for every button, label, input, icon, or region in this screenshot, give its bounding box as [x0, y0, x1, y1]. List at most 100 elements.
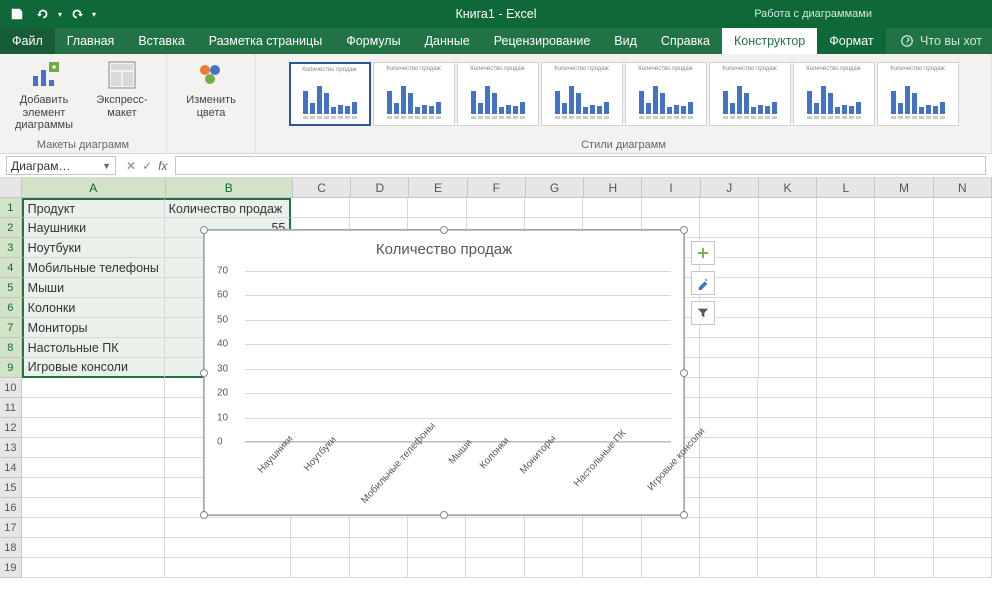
name-box-dropdown-icon[interactable]: ▼	[102, 161, 111, 171]
column-header-K[interactable]: K	[759, 178, 817, 197]
cell-J1[interactable]	[700, 198, 758, 218]
cell-N2[interactable]	[934, 218, 992, 238]
cell-E19[interactable]	[408, 558, 466, 578]
cell-K7[interactable]	[759, 318, 817, 338]
cell-N1[interactable]	[934, 198, 992, 218]
undo-dropdown-icon[interactable]: ▾	[58, 10, 62, 19]
row-header-12[interactable]: 12	[0, 418, 22, 438]
cell-N8[interactable]	[934, 338, 992, 358]
cell-M3[interactable]	[875, 238, 933, 258]
row-header-10[interactable]: 10	[0, 378, 22, 398]
cell-C1[interactable]	[291, 198, 349, 218]
cell-C17[interactable]	[291, 518, 349, 538]
formula-accept-button[interactable]: ✓	[142, 159, 152, 173]
chart-style-thumb-6[interactable]: Количество продаж	[709, 62, 791, 126]
cell-L8[interactable]	[817, 338, 875, 358]
cell-M5[interactable]	[875, 278, 933, 298]
cell-L1[interactable]	[817, 198, 875, 218]
chart-style-thumb-2[interactable]: Количество продаж	[373, 62, 455, 126]
cell-M4[interactable]	[875, 258, 933, 278]
cell-M8[interactable]	[875, 338, 933, 358]
embedded-chart[interactable]: Количество продаж 010203040506070 Наушни…	[204, 230, 684, 515]
cell-A16[interactable]	[22, 498, 165, 518]
cell-M7[interactable]	[875, 318, 933, 338]
cell-A6[interactable]: Колонки	[22, 298, 165, 318]
cell-K11[interactable]	[758, 398, 816, 418]
chart-elements-button[interactable]	[691, 241, 715, 265]
menu-tab-конструктор[interactable]: Конструктор	[722, 28, 817, 54]
cell-L4[interactable]	[817, 258, 875, 278]
cell-M12[interactable]	[875, 418, 933, 438]
cell-B1[interactable]: Количество продаж	[165, 198, 292, 218]
cell-A8[interactable]: Настольные ПК	[22, 338, 165, 358]
cell-L13[interactable]	[817, 438, 875, 458]
row-header-11[interactable]: 11	[0, 398, 22, 418]
cell-J10[interactable]	[700, 378, 758, 398]
cell-N7[interactable]	[934, 318, 992, 338]
cell-K5[interactable]	[759, 278, 817, 298]
menu-tab-формулы[interactable]: Формулы	[334, 28, 412, 54]
row-header-15[interactable]: 15	[0, 478, 22, 498]
menu-tab-вставка[interactable]: Вставка	[126, 28, 196, 54]
column-header-J[interactable]: J	[701, 178, 759, 197]
row-header-5[interactable]: 5	[0, 278, 22, 298]
column-header-N[interactable]: N	[934, 178, 992, 197]
cell-K8[interactable]	[759, 338, 817, 358]
cell-N15[interactable]	[934, 478, 992, 498]
cell-M10[interactable]	[875, 378, 933, 398]
cell-K6[interactable]	[759, 298, 817, 318]
cell-N6[interactable]	[934, 298, 992, 318]
chart-style-thumb-3[interactable]: Количество продаж	[457, 62, 539, 126]
save-button[interactable]	[6, 3, 28, 25]
menu-tab-файл[interactable]: Файл	[0, 28, 55, 54]
chart-style-thumb-7[interactable]: Количество продаж	[793, 62, 875, 126]
cell-N19[interactable]	[934, 558, 992, 578]
cell-L3[interactable]	[817, 238, 875, 258]
cell-F17[interactable]	[466, 518, 524, 538]
cell-L7[interactable]	[817, 318, 875, 338]
chart-title[interactable]: Количество продаж	[205, 231, 683, 262]
cell-L16[interactable]	[817, 498, 875, 518]
row-header-3[interactable]: 3	[0, 238, 22, 258]
cell-L11[interactable]	[817, 398, 875, 418]
cell-F1[interactable]	[467, 198, 525, 218]
column-header-D[interactable]: D	[351, 178, 409, 197]
cell-J18[interactable]	[700, 538, 758, 558]
cell-E1[interactable]	[408, 198, 466, 218]
menu-tab-рецензирование[interactable]: Рецензирование	[482, 28, 603, 54]
cell-N13[interactable]	[934, 438, 992, 458]
redo-button[interactable]	[66, 3, 88, 25]
cell-N5[interactable]	[934, 278, 992, 298]
name-box[interactable]: Диаграм… ▼	[6, 156, 116, 175]
cell-A9[interactable]: Игровые консоли	[22, 358, 165, 378]
column-header-F[interactable]: F	[468, 178, 526, 197]
cell-F18[interactable]	[466, 538, 524, 558]
cell-D1[interactable]	[350, 198, 408, 218]
cell-L15[interactable]	[817, 478, 875, 498]
column-header-I[interactable]: I	[642, 178, 700, 197]
cell-N14[interactable]	[934, 458, 992, 478]
row-header-2[interactable]: 2	[0, 218, 22, 238]
cell-N4[interactable]	[934, 258, 992, 278]
cell-K1[interactable]	[759, 198, 817, 218]
row-header-13[interactable]: 13	[0, 438, 22, 458]
cell-N12[interactable]	[934, 418, 992, 438]
cell-J2[interactable]	[700, 218, 758, 238]
cell-A2[interactable]: Наушники	[22, 218, 165, 238]
cell-L12[interactable]	[817, 418, 875, 438]
column-header-E[interactable]: E	[409, 178, 467, 197]
cell-B17[interactable]	[165, 518, 292, 538]
cell-K14[interactable]	[758, 458, 816, 478]
cell-J11[interactable]	[700, 398, 758, 418]
cell-D19[interactable]	[350, 558, 408, 578]
cell-A4[interactable]: Мобильные телефоны	[22, 258, 165, 278]
cell-M17[interactable]	[875, 518, 933, 538]
cell-L5[interactable]	[817, 278, 875, 298]
select-all-corner[interactable]	[0, 178, 22, 197]
cell-N10[interactable]	[934, 378, 992, 398]
cell-M9[interactable]	[875, 358, 933, 378]
cell-N16[interactable]	[934, 498, 992, 518]
qat-customize-icon[interactable]: ▾	[92, 10, 96, 19]
cell-A19[interactable]	[22, 558, 165, 578]
chart-style-thumb-4[interactable]: Количество продаж	[541, 62, 623, 126]
